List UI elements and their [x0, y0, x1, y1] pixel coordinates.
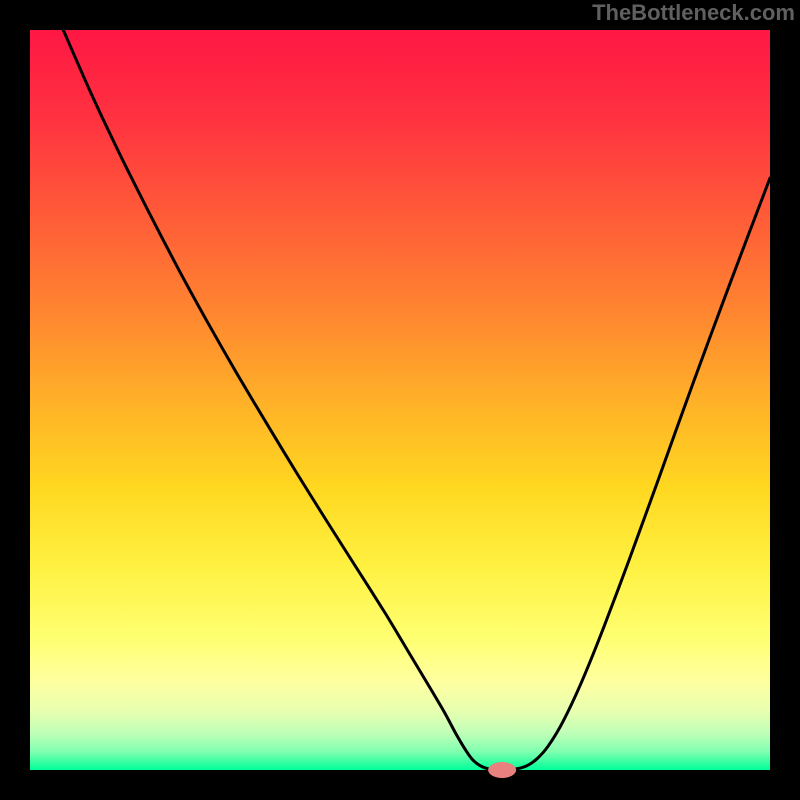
- watermark-text: TheBottleneck.com: [592, 0, 795, 26]
- plot-area: [30, 30, 770, 770]
- bottleneck-chart: TheBottleneck.com: [0, 0, 800, 800]
- optimal-marker: [488, 762, 516, 778]
- chart-svg: [0, 0, 800, 800]
